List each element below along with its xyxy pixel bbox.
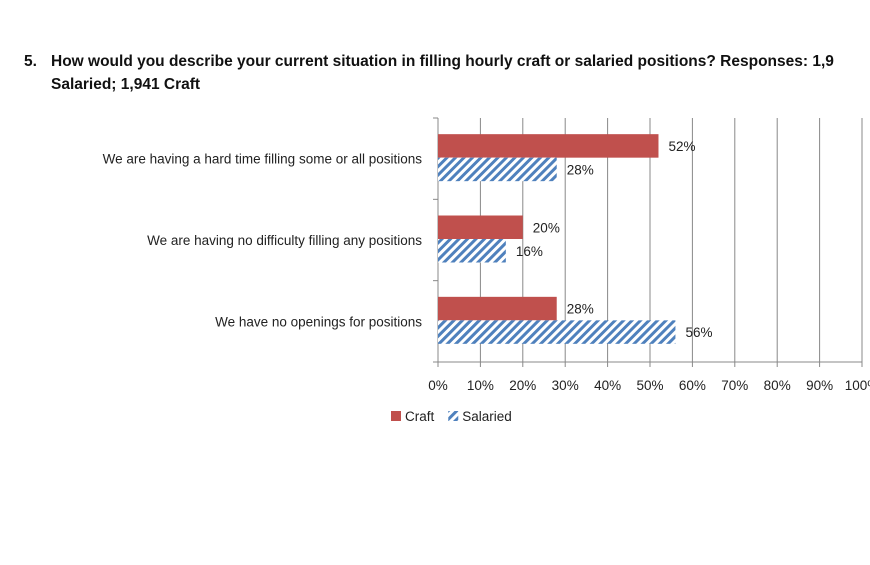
data-label: 56% — [685, 325, 712, 340]
bar-craft — [438, 215, 523, 239]
data-label: 28% — [567, 302, 594, 317]
question-text-line2: Salaried; 1,941 Craft — [51, 76, 201, 93]
category-label: We have no openings for positions — [215, 314, 422, 329]
x-tick-label: 80% — [764, 378, 791, 393]
x-tick-label: 0% — [428, 378, 448, 393]
x-tick-label: 30% — [552, 378, 579, 393]
x-tick-label: 70% — [721, 378, 748, 393]
data-label: 16% — [516, 244, 543, 259]
data-label: 52% — [668, 139, 695, 154]
bar-salaried — [438, 157, 557, 182]
x-tick-label: 40% — [594, 378, 621, 393]
question-number: 5. — [24, 53, 37, 70]
question-text: How would you describe your current situ… — [51, 53, 834, 70]
bar-craft — [438, 134, 659, 158]
x-tick-label: 90% — [806, 378, 833, 393]
legend-swatch-craft — [391, 411, 401, 421]
x-tick-label: 60% — [679, 378, 706, 393]
bar-salaried — [438, 320, 676, 344]
category-label: We are having no difficulty filling any … — [147, 233, 422, 248]
category-label: We are having a hard time filling some o… — [103, 152, 423, 167]
x-tick-label: 10% — [467, 378, 494, 393]
question-title: 5. How would you describe your current si… — [24, 50, 834, 96]
data-label: 28% — [567, 162, 594, 177]
bar-salaried — [438, 239, 506, 263]
x-tick-label: 20% — [509, 378, 536, 393]
legend-swatch-salaried — [448, 411, 459, 421]
x-tick-label: 50% — [636, 378, 663, 393]
x-tick-label: 100% — [845, 378, 870, 393]
bar-craft — [438, 296, 557, 321]
data-label: 20% — [533, 220, 560, 235]
legend-label: Craft — [405, 409, 435, 424]
legend-label: Salaried — [462, 409, 512, 424]
